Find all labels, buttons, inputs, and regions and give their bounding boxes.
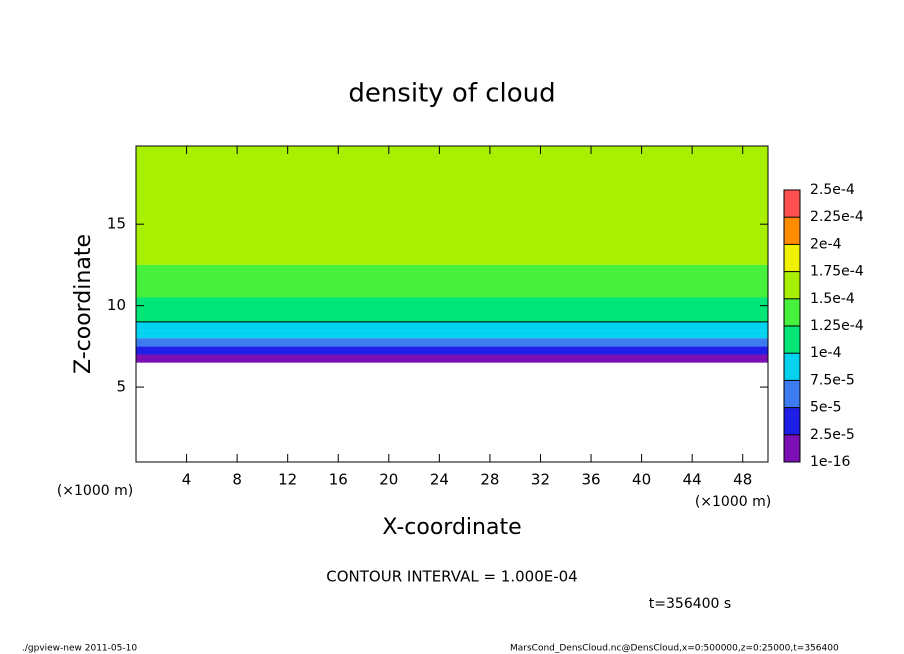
y-tick-label: 5 bbox=[116, 378, 126, 396]
x-tick-label: 24 bbox=[430, 471, 449, 489]
footer-right: MarsCond_DensCloud.nc@DensCloud,x=0:5000… bbox=[510, 644, 839, 654]
field-band bbox=[136, 297, 768, 322]
contour-interval: CONTOUR INTERVAL = 1.000E-04 bbox=[326, 568, 577, 586]
x-tick-label: 16 bbox=[329, 471, 348, 489]
time-label: t=356400 s bbox=[649, 596, 731, 612]
x-tick-label: 4 bbox=[182, 471, 192, 489]
colorbar-label: 7.5e-5 bbox=[810, 372, 855, 388]
field-band bbox=[136, 354, 768, 363]
colorbar-box bbox=[784, 326, 800, 354]
footer-left: ./gpview-new 2011-05-10 bbox=[22, 644, 137, 654]
plot-frame bbox=[135, 145, 769, 463]
x-unit: (×1000 m) bbox=[695, 494, 771, 510]
field-band bbox=[136, 330, 768, 339]
colorbar-box bbox=[784, 407, 800, 435]
x-tick-label: 28 bbox=[480, 471, 499, 489]
colorbar-box bbox=[784, 190, 800, 218]
colorbar-box bbox=[784, 434, 800, 462]
field-band bbox=[136, 346, 768, 355]
colorbar-label: 1e-4 bbox=[810, 345, 842, 361]
y-tick-label: 15 bbox=[107, 215, 126, 233]
field-band bbox=[136, 321, 768, 331]
colorbar-box bbox=[784, 298, 800, 326]
x-tick-label: 40 bbox=[632, 471, 651, 489]
y-tick-label: 10 bbox=[107, 296, 126, 314]
x-tick-label: 32 bbox=[531, 471, 550, 489]
y-unit: (×1000 m) bbox=[57, 483, 133, 499]
field-band bbox=[136, 264, 768, 298]
field-band bbox=[136, 338, 768, 347]
chart-title: density of cloud bbox=[348, 79, 555, 109]
colorbar-box bbox=[784, 380, 800, 408]
colorbar-label: 1.25e-4 bbox=[810, 318, 864, 334]
x-tick-label: 20 bbox=[379, 471, 398, 489]
colorbar-label: 2.5e-5 bbox=[810, 427, 855, 443]
colorbar-label: 2e-4 bbox=[810, 236, 842, 252]
colorbar-box bbox=[784, 353, 800, 381]
x-tick-label: 12 bbox=[278, 471, 297, 489]
x-axis-label: X-coordinate bbox=[382, 515, 521, 540]
colorbar-label: 5e-5 bbox=[810, 400, 841, 416]
colorbar-label: 2.5e-4 bbox=[810, 182, 855, 198]
x-tick-label: 44 bbox=[683, 471, 702, 489]
colorbar-label: 1.5e-4 bbox=[810, 291, 855, 307]
colorbar-label: 1e-16 bbox=[810, 454, 850, 470]
x-tick-label: 48 bbox=[733, 471, 752, 489]
x-tick-label: 36 bbox=[581, 471, 600, 489]
colorbar-box bbox=[784, 217, 800, 245]
colorbar-box bbox=[784, 244, 800, 272]
field-band bbox=[136, 146, 768, 265]
colorbar-box bbox=[784, 271, 800, 299]
colorbar-label: 2.25e-4 bbox=[810, 209, 864, 225]
y-axis-label: Z-coordinate bbox=[71, 234, 96, 374]
colorbar-label: 1.75e-4 bbox=[810, 264, 864, 280]
x-tick-label: 8 bbox=[232, 471, 242, 489]
